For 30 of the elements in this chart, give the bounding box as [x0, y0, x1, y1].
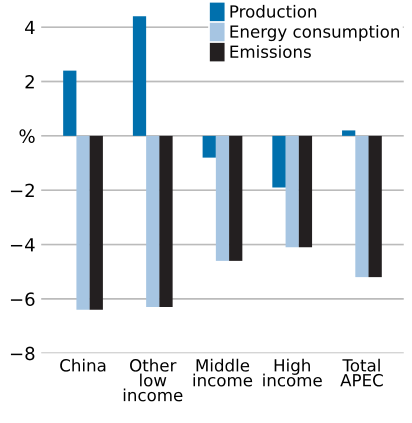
legend-label: Energy consumption: [230, 24, 400, 42]
bar: [63, 70, 76, 136]
bar: [286, 136, 299, 248]
bar: [229, 136, 242, 261]
legend-label: Production: [230, 4, 316, 18]
bar: [146, 136, 160, 308]
bar: [90, 136, 103, 310]
bar: [298, 136, 312, 248]
x-tick-label: Middle income: [194, 358, 252, 387]
bar: [132, 16, 146, 136]
y-tick-label: 2: [25, 74, 34, 88]
bar: [76, 136, 90, 310]
x-tick-label: China: [60, 358, 106, 372]
bar: [355, 136, 369, 278]
y-tick-label: %: [19, 129, 35, 143]
y-tick-label: −6: [10, 292, 35, 306]
x-tick-label: High income: [263, 358, 322, 387]
bar: [368, 136, 382, 278]
bar: [216, 136, 230, 261]
x-tick-label: Total APEC: [340, 358, 383, 387]
y-tick-label: −8: [10, 346, 34, 360]
y-tick-label: −4: [10, 238, 35, 252]
bar: [202, 136, 216, 158]
legend-label: Emissions: [230, 45, 311, 58]
bar: [272, 136, 286, 188]
y-tick-label: −2: [10, 184, 34, 198]
bar: [342, 130, 356, 136]
y-tick-label: 4: [25, 20, 35, 34]
x-tick-label: Other low income: [124, 358, 182, 402]
bar: [159, 136, 173, 308]
